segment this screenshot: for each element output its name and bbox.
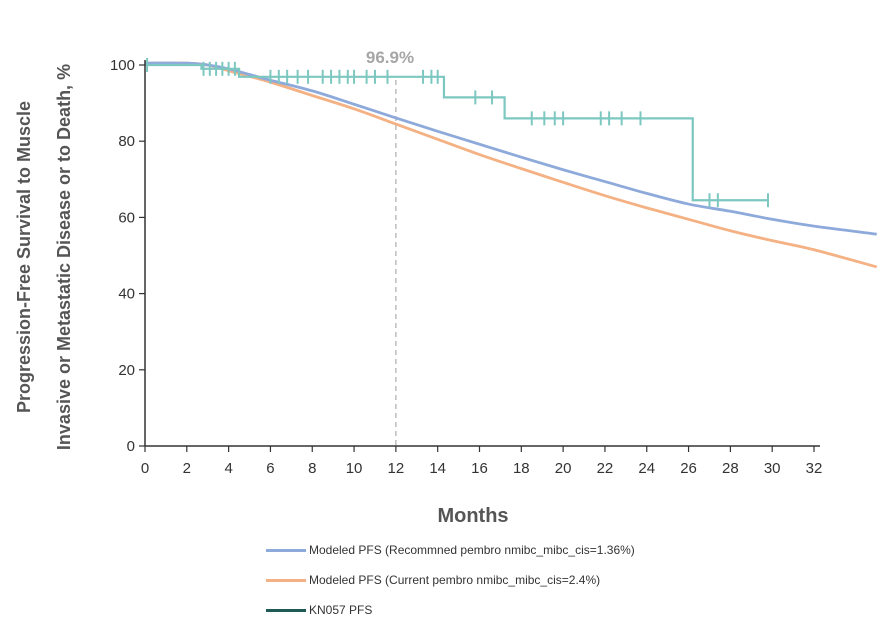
x-axis-title: Months [437,505,508,527]
y-tick-label: 60 [118,209,135,226]
legend-swatch-kn057 [266,608,306,612]
y-axis-title-line-1: Progression-Free Survival to Muscle [14,101,34,413]
x-tick-label: 8 [308,460,316,477]
x-tick-label: 10 [346,460,363,477]
x-tick-label: 32 [806,460,823,477]
x-tick-label: 0 [141,460,149,477]
y-tick-label: 20 [118,362,135,379]
axes: 0 2 4 6 8 10 12 14 16 18 20 22 24 26 28 30 3202040608010… [110,57,822,477]
series-line-current [144,61,878,269]
x-tick-label: 2 [183,460,191,477]
legend-label-current: Modeled PFS (Current pembro nmibc_mibc_c… [309,573,601,587]
x-tick-label: 4 [224,460,232,477]
legend-item-current: Modeled PFS (Current pembro nmibc_mibc_c… [266,565,635,595]
plot-lines [144,58,878,446]
x-tick-label: 24 [638,460,655,477]
x-tick-label: 6 [266,460,274,477]
y-tick-label: 100 [110,57,135,74]
legend-item-recommended: Modeled PFS (Recommned pembro nmibc_mibc… [266,535,635,565]
legend-label-recommended: Modeled PFS (Recommned pembro nmibc_mibc… [309,543,635,557]
x-tick-label: 12 [388,460,405,477]
x-tick-label: 20 [555,460,572,477]
x-tick-label: 22 [597,460,614,477]
x-tick-label: 18 [513,460,530,477]
x-tick-label: 26 [680,460,697,477]
x-tick-label: 16 [471,460,488,477]
x-tick-label: 14 [429,460,446,477]
legend-item-kn057: KN057 PFS [266,595,635,625]
annotation-label: 96.9% [366,48,414,67]
legend-swatch-recommended [266,548,306,552]
legend: Modeled PFS (Recommned pembro nmibc_mibc… [266,535,635,625]
y-tick-label: 40 [118,286,135,303]
y-tick-label: 80 [118,133,135,150]
series-line-kn057 [145,63,769,202]
y-tick-label: 0 [127,438,135,455]
legend-label-kn057: KN057 PFS [309,603,373,617]
y-axis-title-line-2: Invasive or Metastatic Disease or to Dea… [54,64,74,450]
x-tick-label: 28 [722,460,739,477]
x-tick-label: 30 [764,460,781,477]
legend-swatch-current [266,578,306,582]
